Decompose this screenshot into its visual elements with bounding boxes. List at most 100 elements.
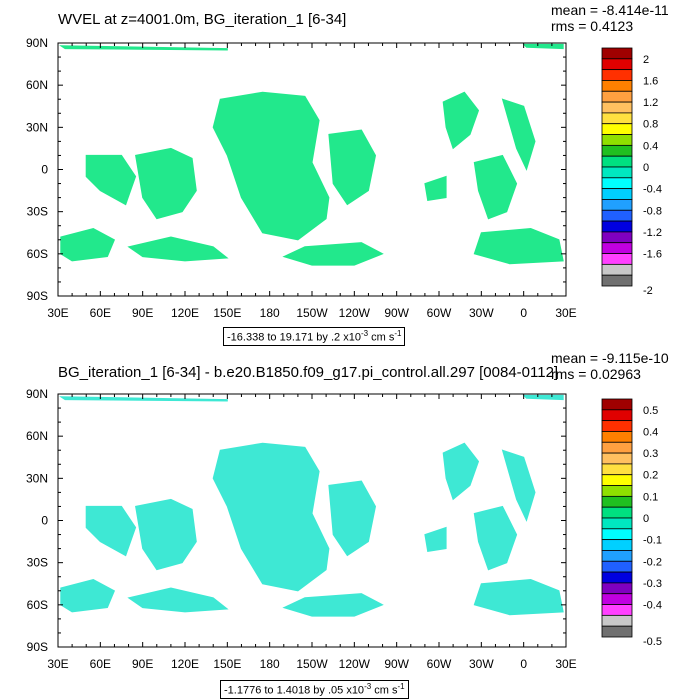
bottom-colorbar-box bbox=[601, 550, 633, 562]
bottom-ytick-label: 60N bbox=[26, 429, 48, 443]
bottom-colorbar-box bbox=[601, 593, 633, 605]
bottom-field-south-atlantic-east bbox=[473, 578, 564, 616]
top-colorbar-box bbox=[601, 231, 633, 244]
top-contour-range-box: -16.338 to 19.171 by .2 x10-3 cm s-1 bbox=[223, 327, 406, 346]
bottom-field-atlantic-north bbox=[442, 442, 480, 501]
top-colorbar-box bbox=[601, 90, 633, 103]
bottom-colorbar-box bbox=[601, 420, 633, 432]
bottom-xtick-label: 30E bbox=[555, 657, 576, 671]
bottom-field-arctic-east-strip bbox=[522, 394, 564, 401]
bottom-ytick-label: 60S bbox=[27, 598, 48, 612]
top-colorbar-box bbox=[601, 101, 633, 114]
top-xtick-label: 90W bbox=[384, 306, 409, 320]
bottom-field-south-indian bbox=[127, 587, 229, 613]
top-colorbar-label: 2 bbox=[643, 54, 649, 66]
bottom-range-unit: cm s bbox=[371, 684, 398, 697]
bottom-field-north-pole-strip bbox=[59, 396, 228, 402]
top-ytick-label: 30N bbox=[26, 120, 48, 134]
top-colorbar-box bbox=[601, 123, 633, 135]
top-ytick-label: 90N bbox=[26, 36, 48, 50]
bottom-field-atlantic-south bbox=[473, 505, 518, 571]
bottom-range-text: -1.1776 to 1.4018 by .05 x10 bbox=[224, 684, 365, 697]
bottom-plot-title: BG_iteration_1 [6-34] - b.e20.B1850.f09_… bbox=[58, 364, 559, 381]
top-xtick-label: 60W bbox=[427, 306, 452, 320]
bottom-colorbar-box bbox=[601, 452, 633, 465]
top-range-unit-exp: -1 bbox=[394, 329, 402, 338]
top-colorbar-box bbox=[601, 242, 633, 254]
bottom-colorbar-box bbox=[601, 431, 633, 443]
top-field-pacific-east bbox=[328, 129, 377, 206]
top-field-arctic-east-strip bbox=[522, 43, 564, 50]
top-colorbar-box bbox=[601, 80, 633, 92]
top-colorbar-label: -1.2 bbox=[643, 227, 662, 239]
bottom-field-atlantic-mid bbox=[85, 505, 137, 557]
top-colorbar-label: -1.6 bbox=[643, 249, 662, 261]
bottom-colorbar-label: -0.3 bbox=[643, 578, 662, 590]
bottom-contour-range-box: -1.1776 to 1.4018 by .05 x10-3 cm s-1 bbox=[220, 680, 409, 699]
top-ytick-label: 0 bbox=[41, 163, 48, 177]
top-field-south-indian bbox=[127, 236, 229, 262]
top-colorbar-box bbox=[601, 47, 633, 60]
bottom-colorbar-box bbox=[601, 474, 633, 486]
bottom-xtick-label: 180 bbox=[260, 657, 280, 671]
bottom-field-pacific-west-large bbox=[212, 442, 330, 592]
bottom-ytick-label: 30N bbox=[26, 471, 48, 485]
top-colorbar-box bbox=[601, 199, 633, 211]
bottom-xtick-label: 60W bbox=[427, 657, 452, 671]
bottom-xtick-label: 120E bbox=[171, 657, 199, 671]
bottom-colorbar-label: 0.4 bbox=[643, 426, 658, 438]
bottom-field-atlantic-strip-east bbox=[501, 449, 536, 522]
top-field-indian-central bbox=[135, 147, 197, 220]
top-panel: WVEL at z=4001.0m, BG_iteration_1 [6-34]… bbox=[26, 2, 669, 346]
bottom-colorbar-box bbox=[601, 441, 633, 454]
top-colorbar-box bbox=[601, 274, 633, 287]
top-xtick-label: 150E bbox=[213, 306, 241, 320]
bottom-xtick-label: 150E bbox=[213, 657, 241, 671]
bottom-xtick-label: 150W bbox=[296, 657, 328, 671]
top-colorbar-box bbox=[601, 209, 633, 222]
top-colorbar-box bbox=[601, 253, 633, 265]
bottom-field-south-pacific bbox=[282, 593, 384, 617]
bottom-colorbar-box bbox=[601, 398, 633, 411]
top-mean-stat: mean = -8.414e-11 bbox=[551, 2, 669, 18]
top-field-atlantic-mid bbox=[85, 154, 137, 206]
top-colorbar-label: 0.8 bbox=[643, 119, 658, 131]
top-colorbar-box bbox=[601, 69, 633, 81]
bottom-colorbar-box bbox=[601, 495, 633, 508]
bottom-colorbar-box bbox=[601, 625, 633, 638]
bottom-field-indian-central bbox=[135, 498, 197, 571]
top-field-south-pacific bbox=[282, 242, 384, 266]
bottom-xtick-label: 90E bbox=[132, 657, 153, 671]
bottom-colorbar-label: 0 bbox=[643, 513, 649, 525]
bottom-field-pacific-east bbox=[328, 480, 377, 557]
top-colorbar-label: 0 bbox=[643, 162, 649, 174]
top-colorbar-box bbox=[601, 263, 633, 276]
bottom-colorbar-box bbox=[601, 485, 633, 497]
top-colorbar-label: 1.2 bbox=[643, 97, 658, 109]
top-xtick-label: 60E bbox=[90, 306, 111, 320]
bottom-xtick-label: 30E bbox=[47, 657, 68, 671]
top-colorbar-label: 1.6 bbox=[643, 75, 658, 87]
bottom-colorbar-label: 0.1 bbox=[643, 491, 658, 503]
top-field-atlantic-west-small bbox=[424, 175, 447, 201]
top-xtick-label: 120E bbox=[171, 306, 199, 320]
top-xtick-label: 0 bbox=[520, 306, 527, 320]
bottom-ytick-label: 30S bbox=[27, 556, 48, 570]
top-range-unit: cm s bbox=[368, 331, 395, 344]
bottom-colorbar-label: 0.2 bbox=[643, 470, 658, 482]
bottom-colorbar-label: 0.3 bbox=[643, 448, 658, 460]
top-xtick-label: 30W bbox=[469, 306, 494, 320]
bottom-rms-stat: rms = 0.02963 bbox=[551, 366, 641, 382]
bottom-colorbar-box bbox=[601, 560, 633, 573]
bottom-xtick-label: 120W bbox=[339, 657, 371, 671]
bottom-range-unit-exp: -1 bbox=[397, 682, 405, 691]
bottom-colorbar-label: -0.4 bbox=[643, 600, 662, 612]
bottom-colorbar-label: 0.5 bbox=[643, 405, 658, 417]
top-xtick-label: 90E bbox=[132, 306, 153, 320]
top-field-atlantic-south bbox=[473, 154, 518, 220]
bottom-colorbar-box bbox=[601, 463, 633, 476]
bottom-colorbar-box bbox=[601, 409, 633, 422]
bottom-colorbar-box bbox=[601, 528, 633, 541]
top-colorbar-label: 0.4 bbox=[643, 140, 658, 152]
top-xtick-label: 30E bbox=[47, 306, 68, 320]
